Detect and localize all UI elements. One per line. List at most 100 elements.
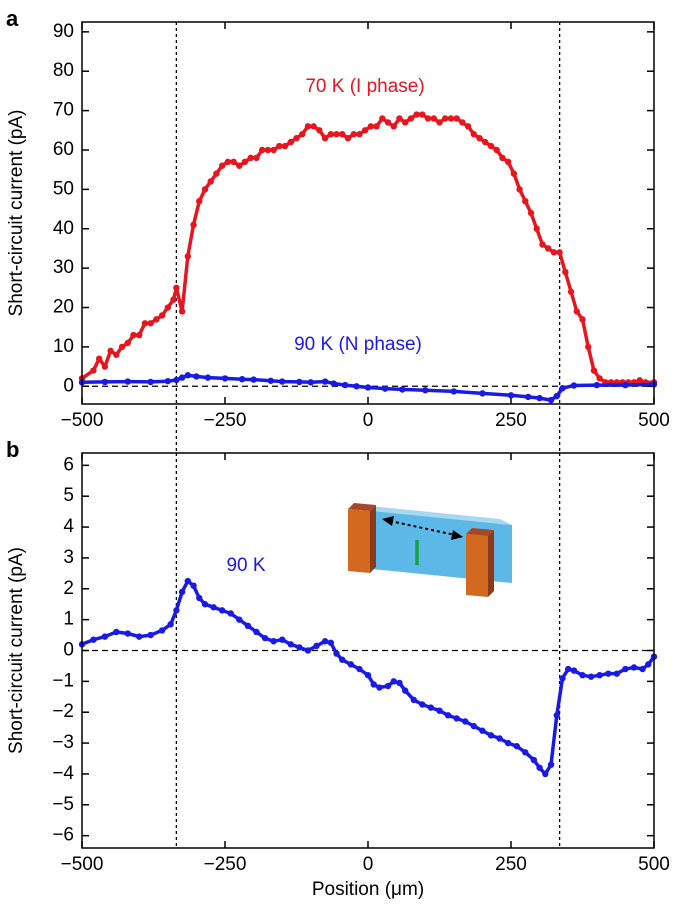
data-point [553, 712, 560, 719]
data-point [384, 119, 392, 126]
inset-device [348, 503, 512, 597]
plot-frame [81, 21, 655, 405]
y-tick-label: 90 [53, 21, 74, 42]
data-point [590, 367, 598, 374]
data-point [622, 381, 629, 389]
data-point [287, 641, 294, 648]
data-point [193, 373, 200, 380]
data-point [236, 162, 243, 169]
data-point [173, 607, 180, 614]
plot-frame [81, 452, 655, 849]
data-point [556, 249, 563, 256]
data-point [447, 115, 455, 122]
data-point [261, 634, 269, 642]
arrow-line [389, 520, 456, 536]
y-tick-label: −4 [52, 763, 74, 784]
data-point [141, 320, 149, 327]
y-tick-label: 20 [53, 297, 74, 318]
annotation: 70 K (I phase) [305, 76, 424, 97]
data-point [510, 170, 518, 177]
data-point [462, 718, 469, 725]
data-point [279, 636, 286, 643]
data-point [147, 378, 154, 386]
data-point [230, 158, 237, 166]
data-point [573, 308, 580, 315]
data-point [522, 749, 529, 756]
y-tick-label: 2 [63, 578, 74, 599]
data-point [227, 610, 234, 617]
data-point [287, 138, 294, 146]
data-point [442, 115, 449, 122]
data-point [579, 671, 586, 679]
data-point [173, 284, 180, 292]
x-tick-label: −250 [204, 854, 247, 875]
data-point [341, 381, 349, 389]
data-point [124, 339, 131, 347]
data-point [384, 682, 392, 690]
data-point [585, 343, 592, 351]
data-point [453, 715, 460, 722]
data-point [296, 644, 303, 651]
data-point [178, 308, 186, 315]
data-point [196, 594, 203, 602]
data-point [476, 134, 483, 142]
data-point [250, 376, 257, 383]
y-tick-label: 80 [53, 60, 74, 81]
data-point [579, 316, 586, 323]
data-point [547, 761, 555, 768]
data-point [356, 665, 363, 673]
data-point [396, 679, 403, 687]
x-tick-label: 500 [638, 854, 670, 875]
data-point [347, 661, 355, 668]
data-point [327, 131, 335, 138]
data-point [267, 377, 274, 384]
y-tick-label: −2 [52, 701, 74, 722]
data-point [201, 601, 209, 608]
data-point [373, 123, 380, 130]
data-point [330, 380, 337, 387]
data-point [270, 146, 277, 154]
data-point [593, 381, 600, 389]
data-point [293, 134, 300, 142]
data-point [379, 115, 386, 122]
data-point [241, 158, 249, 166]
data-point [153, 316, 160, 323]
electrode-left-side [370, 505, 376, 573]
data-point [321, 134, 329, 142]
data-point [101, 363, 109, 370]
data-point [565, 665, 572, 673]
data-point [356, 131, 363, 138]
y-tick-label: 70 [53, 100, 74, 121]
y-tick-label: 30 [53, 257, 74, 278]
data-point [542, 770, 549, 778]
data-point [190, 221, 197, 229]
data-point [427, 704, 435, 711]
data-point [559, 385, 566, 392]
data-point [244, 622, 252, 630]
data-point [184, 577, 192, 585]
data-point [130, 331, 137, 339]
data-point [101, 378, 109, 386]
data-point [496, 735, 503, 742]
data-point [136, 331, 143, 339]
data-point [344, 134, 352, 142]
electrode-left [348, 509, 370, 573]
x-tick-label: 500 [638, 410, 670, 431]
data-point [333, 650, 340, 657]
data-point [313, 642, 320, 650]
data-point [413, 111, 420, 118]
data-point [238, 375, 246, 383]
y-axis-label: Short-circuit current (pA) [6, 110, 27, 317]
data-point [201, 186, 209, 193]
data-point [364, 671, 372, 679]
y-tick-label: 10 [53, 336, 74, 357]
data-point [213, 170, 220, 177]
electrode-top [348, 503, 376, 511]
y-tick-label: 4 [63, 516, 74, 537]
data-point [536, 764, 543, 771]
data-point [236, 616, 243, 623]
data-point [645, 661, 652, 668]
data-point [247, 154, 254, 162]
data-point [376, 684, 383, 691]
x-tick-label: 0 [363, 854, 374, 875]
